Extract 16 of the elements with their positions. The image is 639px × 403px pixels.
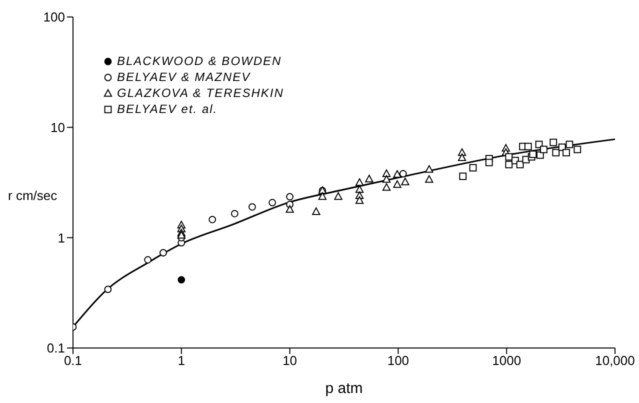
x-tick-label: 10,000 xyxy=(595,353,635,368)
x-axis-title: p atm xyxy=(325,380,363,397)
x-tick-label: 100 xyxy=(387,353,410,368)
x-tick-label: 1000 xyxy=(492,353,522,368)
x-tick-label: 1 xyxy=(178,353,186,368)
legend-label: GLAZKOVA & TERESHKIN xyxy=(117,85,284,101)
legend-label: BLACKWOOD & BOWDEN xyxy=(117,53,282,69)
y-tick-label: 1 xyxy=(58,230,65,246)
y-tick-label: 10 xyxy=(50,120,65,135)
x-tick-label: 10 xyxy=(282,353,298,368)
legend-label: BELYAEV & MAZNEV xyxy=(117,69,251,85)
x-tick-label: 0.1 xyxy=(64,353,82,368)
y-tick-label: 0.1 xyxy=(46,340,65,356)
y-axis-title: r cm/sec xyxy=(8,188,58,203)
y-tick-label: 100 xyxy=(43,10,65,25)
legend-label: BELYAEV et. al. xyxy=(117,101,218,117)
